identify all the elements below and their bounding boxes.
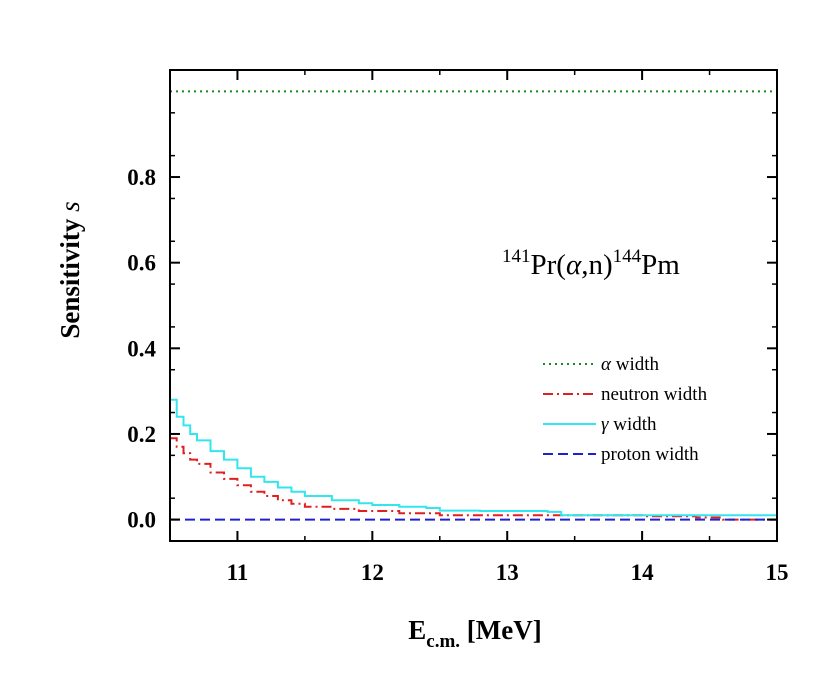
legend-label-alpha-width: α width — [601, 354, 660, 375]
x-tick-label: 11 — [227, 560, 249, 585]
plot-frame — [169, 69, 778, 542]
legend-label-neutron-width: neutron width — [601, 384, 708, 405]
x-tick-label: 15 — [766, 560, 789, 585]
reaction-annotation: 141Pr(α,n)144Pm — [502, 246, 680, 281]
x-tick-label: 12 — [361, 560, 384, 585]
series-line-neutron-width — [170, 437, 777, 521]
x-tick-label: 14 — [631, 560, 655, 585]
x-axis-title: Ec.m. [MeV] — [408, 615, 541, 652]
y-tick-label: 0.2 — [127, 422, 156, 447]
y-tick-label: 0.6 — [127, 251, 156, 276]
legend-label-proton-width: proton width — [601, 444, 699, 465]
ticks-layer — [169, 70, 778, 541]
y-tick-label: 0.4 — [127, 336, 156, 361]
legend: α width neutron width γ width proton wid… — [543, 354, 708, 465]
y-axis-title: Sensitivity s — [55, 201, 85, 338]
y-tick-label: 0.0 — [127, 508, 156, 533]
series-line-width — [170, 398, 777, 517]
legend-label-gamma-width: γ width — [601, 414, 657, 435]
series-layer — [170, 90, 777, 521]
tick-labels-layer: 11 12 13 14 15 0.0 0.2 0.4 0.6 0.8 — [127, 165, 788, 585]
y-tick-label: 0.8 — [127, 165, 156, 190]
x-tick-label: 13 — [496, 560, 519, 585]
